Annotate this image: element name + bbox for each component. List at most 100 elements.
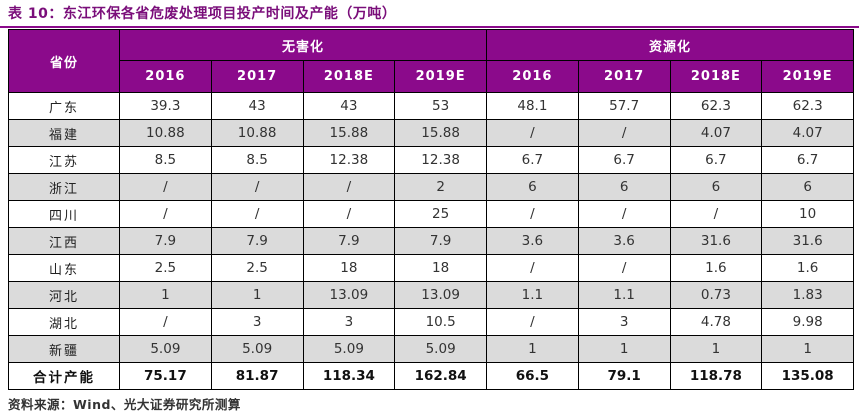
- value-cell: 1.6: [669, 254, 763, 282]
- province-cell: 江西: [8, 227, 120, 255]
- year-header-cell: 2018E: [302, 60, 396, 93]
- value-cell: 1: [119, 281, 212, 309]
- value-cell: 57.7: [577, 92, 671, 120]
- table-body: 广东 39.3 43 43 53 48.1 57.7 62.3 62.3 福建 10.88 10.88…: [8, 92, 855, 390]
- value-cell: 4.07: [669, 119, 763, 147]
- value-cell: 7.9: [302, 227, 396, 255]
- group-header-harmless-treatment: 无害化: [118, 29, 488, 61]
- value-cell: 31.6: [669, 227, 763, 255]
- value-cell: 18: [394, 254, 488, 282]
- year-header-cell: 2016: [119, 60, 212, 93]
- value-cell: /: [486, 308, 579, 336]
- total-value-cell: 162.84: [394, 362, 488, 390]
- value-cell: 1: [761, 335, 855, 363]
- value-cell: 0.73: [669, 281, 763, 309]
- value-cell: 8.5: [119, 146, 212, 174]
- value-cell: 39.3: [119, 92, 212, 120]
- total-value-cell: 118.34: [302, 362, 396, 390]
- year-header-cell: 2019E: [761, 60, 855, 93]
- value-cell: 1.83: [761, 281, 855, 309]
- value-cell: 2: [394, 173, 488, 201]
- value-cell: 2.5: [119, 254, 212, 282]
- value-cell: 12.38: [302, 146, 396, 174]
- table-row: 山东 2.5 2.5 18 18//1.6 1.6: [8, 254, 855, 282]
- table-row: 河北 1 1 13.09 13.09 1.1 1.1 0.73 1.83: [8, 281, 855, 309]
- report-page: 表 10：东江环保各省危废处理项目投产时间及产能（万吨） 省份 无害化 资源化 …: [0, 6, 859, 412]
- value-cell: 8.5: [210, 146, 304, 174]
- value-cell: 62.3: [761, 92, 855, 120]
- value-cell: /: [119, 308, 212, 336]
- table-row: 四川 / //25///10: [8, 200, 855, 228]
- value-cell: /: [577, 254, 671, 282]
- value-cell: 6.7: [577, 146, 671, 174]
- table-row: 浙江 / //2 6 6 6 6: [8, 173, 855, 201]
- value-cell: 6: [669, 173, 763, 201]
- value-cell: /: [302, 200, 396, 228]
- table-title: 表 10：东江环保各省危废处理项目投产时间及产能（万吨）: [8, 6, 397, 22]
- value-cell: 4.07: [761, 119, 855, 147]
- value-cell: 53: [394, 92, 488, 120]
- group-header-row: 省份 无害化 资源化: [8, 29, 855, 93]
- province-cell: 福建: [8, 119, 120, 147]
- year-header-row: 2016 2017 2018E 2019E 2016 2017 2018E 2019E: [9, 60, 855, 93]
- value-cell: 6.7: [486, 146, 579, 174]
- province-cell: 江苏: [8, 146, 120, 174]
- value-cell: 13.09: [394, 281, 488, 309]
- value-cell: 1: [577, 335, 671, 363]
- value-cell: 1.1: [577, 281, 671, 309]
- value-cell: 1: [669, 335, 763, 363]
- value-cell: 13.09: [302, 281, 396, 309]
- value-cell: /: [486, 254, 579, 282]
- value-cell: 1.6: [761, 254, 855, 282]
- value-cell: 3: [302, 308, 396, 336]
- value-cell: 1: [210, 281, 304, 309]
- value-cell: 6: [761, 173, 855, 201]
- value-cell: 10.88: [210, 119, 304, 147]
- year-header-cell: 2019E: [394, 60, 488, 93]
- value-cell: /: [119, 200, 212, 228]
- table-row: 江苏 8.5 8.5 12.38 12.38 6.7 6.7 6.7 6.7: [8, 146, 855, 174]
- value-cell: 12.38: [394, 146, 488, 174]
- province-cell: 四川: [8, 200, 120, 228]
- value-cell: 5.09: [210, 335, 304, 363]
- value-cell: 4.78: [669, 308, 763, 336]
- province-cell: 新疆: [8, 335, 120, 363]
- total-value-cell: 118.78: [669, 362, 763, 390]
- value-cell: /: [210, 200, 304, 228]
- value-cell: 18: [302, 254, 396, 282]
- value-cell: 10.88: [119, 119, 212, 147]
- value-cell: 5.09: [119, 335, 212, 363]
- value-cell: 25: [394, 200, 488, 228]
- value-cell: 6.7: [761, 146, 855, 174]
- value-cell: 7.9: [119, 227, 212, 255]
- province-cell: 河北: [8, 281, 120, 309]
- value-cell: /: [577, 200, 671, 228]
- value-cell: /: [577, 119, 671, 147]
- value-cell: 43: [210, 92, 304, 120]
- province-cell: 山东: [8, 254, 120, 282]
- total-row: 合计产能 75.17 81.87 118.34 162.84 66.5 79.1 118.78…: [8, 362, 855, 390]
- value-cell: 5.09: [302, 335, 396, 363]
- group-header-resource-recycling: 资源化: [486, 29, 855, 61]
- source-note: 资料来源：Wind、光大证券研究所测算: [8, 397, 241, 412]
- year-header-cell: 2017: [577, 60, 671, 93]
- value-cell: 9.98: [761, 308, 855, 336]
- value-cell: 43: [302, 92, 396, 120]
- value-cell: 3: [210, 308, 304, 336]
- value-cell: /: [486, 119, 579, 147]
- value-cell: /: [486, 200, 579, 228]
- value-cell: 6.7: [669, 146, 763, 174]
- value-cell: 15.88: [302, 119, 396, 147]
- province-cell: 广东: [8, 92, 120, 120]
- value-cell: 10.5: [394, 308, 488, 336]
- table-row: 湖北/3 3 10.5/3 4.78 9.98: [8, 308, 855, 336]
- value-cell: 7.9: [394, 227, 488, 255]
- value-cell: 62.3: [669, 92, 763, 120]
- year-header-cell: 2017: [210, 60, 304, 93]
- value-cell: 3: [577, 308, 671, 336]
- value-cell: 10: [761, 200, 855, 228]
- value-cell: 6: [577, 173, 671, 201]
- value-cell: /: [210, 173, 304, 201]
- total-value-cell: 81.87: [210, 362, 304, 390]
- table-header: 省份 无害化 资源化 2016 2017 2018E 2019E 2016 2017 201…: [8, 29, 855, 93]
